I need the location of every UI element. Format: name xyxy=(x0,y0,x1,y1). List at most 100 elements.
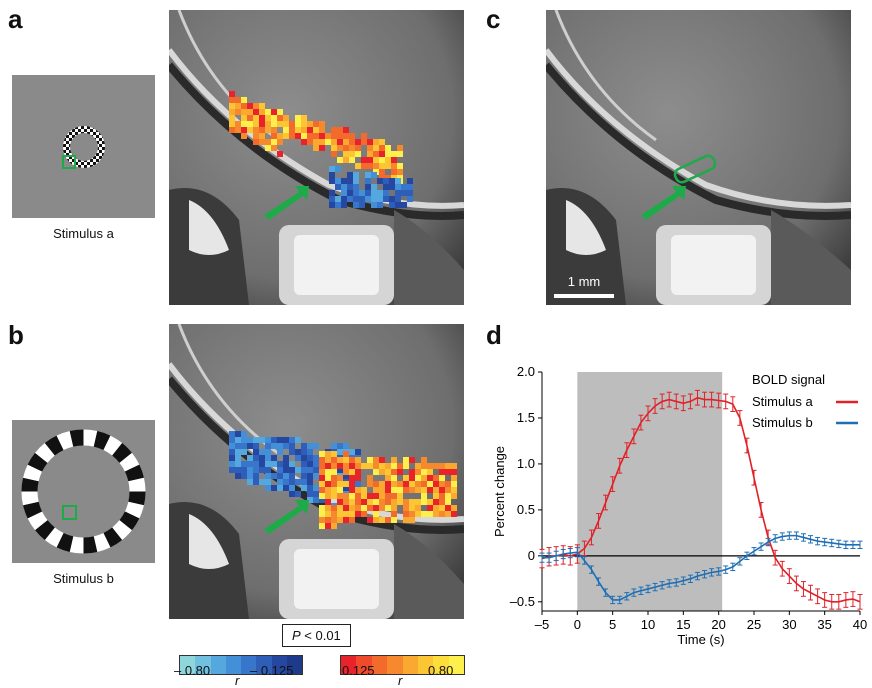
activation-pixel xyxy=(277,109,283,115)
activation-pixel xyxy=(451,481,457,487)
activation-pixel xyxy=(343,481,349,487)
activation-pixel xyxy=(235,109,241,115)
activation-pixel xyxy=(353,202,359,208)
activation-pixel xyxy=(337,127,343,133)
activation-pixel xyxy=(253,133,259,139)
activation-pixel xyxy=(337,511,343,517)
y-tick-label: 1.5 xyxy=(517,410,535,425)
activation-pixel xyxy=(365,178,371,184)
x-tick-label: 5 xyxy=(609,617,616,632)
activation-pixel xyxy=(415,463,421,469)
activation-pixel xyxy=(229,455,235,461)
activation-pixel xyxy=(353,184,359,190)
brain-scan-b xyxy=(169,324,464,619)
activation-pixel xyxy=(367,463,373,469)
activation-pixel xyxy=(373,505,379,511)
activation-pixel xyxy=(349,469,355,475)
activation-pixel xyxy=(343,517,349,523)
activation-pixel xyxy=(403,475,409,481)
activation-pixel xyxy=(235,443,241,449)
activation-pixel xyxy=(379,469,385,475)
activation-pixel xyxy=(421,493,427,499)
activation-pixel xyxy=(395,202,401,208)
activation-pixel xyxy=(307,455,313,461)
activation-pixel xyxy=(325,517,331,523)
activation-pixel xyxy=(397,487,403,493)
activation-pixel xyxy=(301,485,307,491)
activation-pixel xyxy=(277,151,283,157)
activation-pixel xyxy=(451,511,457,517)
activation-pixel xyxy=(379,481,385,487)
activation-pixel xyxy=(265,479,271,485)
activation-pixel xyxy=(259,467,265,473)
activation-pixel xyxy=(341,190,347,196)
activation-pixel xyxy=(307,139,313,145)
activation-pixel xyxy=(325,487,331,493)
activation-pixel xyxy=(397,463,403,469)
activation-pixel xyxy=(347,172,353,178)
activation-pixel xyxy=(409,457,415,463)
checker-segment xyxy=(93,532,111,552)
activation-pixel xyxy=(343,499,349,505)
activation-pixel xyxy=(361,163,367,169)
activation-pixel xyxy=(319,497,325,503)
activation-pixel xyxy=(439,487,445,493)
activation-pixel xyxy=(361,487,367,493)
activation-pixel xyxy=(349,157,355,163)
activation-pixel xyxy=(439,511,445,517)
activation-pixel xyxy=(401,190,407,196)
activation-pixel xyxy=(433,511,439,517)
activation-pixel xyxy=(259,115,265,121)
activation-pixel xyxy=(343,457,349,463)
activation-pixel xyxy=(349,511,355,517)
activation-pixel xyxy=(415,487,421,493)
activation-pixel xyxy=(395,178,401,184)
activation-pixel xyxy=(367,163,373,169)
activation-pixel xyxy=(403,511,409,517)
activation-pixel xyxy=(355,499,361,505)
activation-pixel xyxy=(377,202,383,208)
activation-pixel xyxy=(283,473,289,479)
activation-pixel xyxy=(319,517,325,523)
activation-pixel xyxy=(379,505,385,511)
checker-segment xyxy=(124,501,144,519)
activation-pixel xyxy=(265,121,271,127)
activation-pixel xyxy=(337,139,343,145)
activation-pixel xyxy=(407,190,413,196)
activation-pixel xyxy=(307,473,313,479)
activation-pixel xyxy=(301,473,307,479)
activation-pixel xyxy=(301,479,307,485)
activation-pixel xyxy=(343,443,349,449)
colorbar-swatch xyxy=(241,656,257,674)
activation-pixel xyxy=(427,469,433,475)
activation-pixel xyxy=(313,467,319,473)
activation-pixel xyxy=(283,443,289,449)
activation-pixel xyxy=(385,151,391,157)
checker-segment xyxy=(21,477,39,492)
activation-pixel xyxy=(331,481,337,487)
activation-pixel xyxy=(271,455,277,461)
colorbar-swatch xyxy=(341,656,357,674)
activation-pixel xyxy=(235,431,241,437)
activation-pixel xyxy=(391,499,397,505)
activation-pixel xyxy=(421,475,427,481)
activation-pixel xyxy=(337,517,343,523)
activation-pixel xyxy=(343,473,349,479)
activation-pixel xyxy=(295,115,301,121)
activation-pixel xyxy=(329,172,335,178)
activation-pixel xyxy=(335,196,341,202)
activation-pixel xyxy=(373,157,379,163)
activation-pixel xyxy=(277,121,283,127)
activation-pixel xyxy=(265,443,271,449)
activation-pixel xyxy=(397,151,403,157)
activation-pixel xyxy=(265,437,271,443)
activation-pixel xyxy=(389,196,395,202)
activation-pixel xyxy=(337,505,343,511)
colorbar-pos-r: r xyxy=(398,673,403,688)
activation-pixel xyxy=(301,443,307,449)
activation-pixel xyxy=(421,499,427,505)
activation-pixel xyxy=(395,196,401,202)
activation-pixel xyxy=(355,511,361,517)
activation-pixel xyxy=(241,443,247,449)
activation-pixel xyxy=(277,437,283,443)
